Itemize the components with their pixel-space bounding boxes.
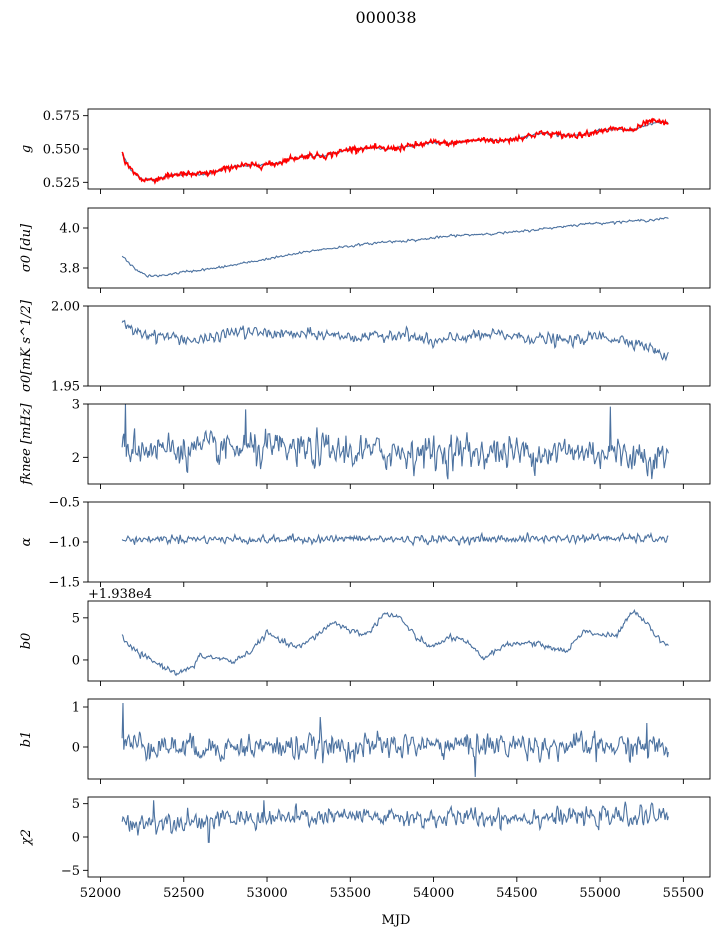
ytick-label-b0-1: 5 [72,611,80,626]
panel-alpha: −1.5 −1.0 −0.5 α [19,496,711,591]
y-axis-label-fknee: fknee [mHz] [19,402,34,485]
series-g-overlay [121,117,669,185]
y-axis-label-b1: b1 [19,731,34,748]
plot-area-fknee [121,404,669,480]
xtick-label-1: 52500 [163,886,204,901]
plot-area-b0 [121,608,669,677]
plot-area-b1 [121,702,669,778]
ytick-label-g-2: 0.575 [43,109,80,124]
panel-fknee: 2 3 fknee [mHz] [19,398,711,489]
ytick-label-sigma0_mK-0: 1.95 [51,380,80,395]
axes-frame-sigma0_du [87,207,711,289]
x-axis-label: MJD [382,913,411,928]
ytick-label-fknee-1: 3 [72,398,80,413]
xtick-label-6: 55000 [579,886,620,901]
ytick-label-alpha-0: −1.5 [48,576,80,591]
axes-frame-b1 [87,698,711,780]
xtick-label-4: 54000 [413,886,454,901]
ytick-label-b1-0: 0 [72,741,80,756]
panel-chi2: −5 0 5 52000 52500 53000 53500 54000 54500 55000 5… [19,796,711,901]
ytick-label-b1-1: 1 [72,701,80,716]
axes-frame-alpha [87,501,711,583]
offset-label-b0: +1.938e4 [88,587,152,602]
panel-sigma0_mK: 1.95 2.00 σ0[mK s^1/2] [19,299,711,395]
ytick-label-chi2-2: 5 [72,797,80,812]
series-sigma0_du-line [121,217,669,278]
xtick-label-5: 54500 [496,886,537,901]
panel-sigma0_du: 3.8 4.0 σ0 [du] [19,207,711,293]
ytick-label-sigma0_mK-1: 2.00 [51,300,80,315]
y-axis-label-g: g [19,145,34,153]
y-axis-label-sigma0_mK: σ0[mK s^1/2] [19,299,34,392]
panels: 0.525 0.550 0.575 g 3.8 4.0 σ0 [du] 1.95 2.00 σ0[… [19,108,711,901]
series-chi2-line [121,800,669,843]
ytick-label-g-1: 0.550 [43,143,80,158]
xtick-label-3: 53500 [330,886,371,901]
axes-frame-b0 [87,600,711,682]
panel-b0: 0 5 +1.938e4 b0 [19,587,711,686]
series-alpha-line [121,531,669,547]
plot-area-alpha [121,531,669,547]
figure-title: 000038 [355,8,416,27]
ytick-label-chi2-1: 0 [72,831,80,846]
panel-g: 0.525 0.550 0.575 g [19,108,711,194]
y-axis-label-chi2: χ2 [19,829,34,846]
plot-area-sigma0_du [121,217,669,278]
axes-frame-fknee [87,403,711,485]
ytick-label-sigma0_du-0: 3.8 [59,262,80,277]
y-axis-label-b0: b0 [19,633,34,650]
series-fknee-line [121,404,669,480]
plot-area-sigma0_mK [121,319,669,362]
ytick-label-sigma0_du-1: 4.0 [59,222,80,237]
ytick-label-b0-0: 0 [72,653,80,668]
series-b0-line [121,608,669,677]
series-b1-line [121,702,669,778]
y-axis-label-alpha: α [19,537,34,546]
panel-b1: 0 1 b1 [19,698,711,784]
ytick-label-g-0: 0.525 [43,176,80,191]
xtick-label-0: 52000 [80,886,121,901]
ytick-label-alpha-1: −1.0 [48,536,80,551]
plot-area-chi2 [121,800,669,843]
axes-frame-sigma0_mK [87,305,711,387]
ytick-label-chi2-0: −5 [61,864,80,879]
series-sigma0_mK-line [121,319,669,362]
y-axis-label-sigma0_du: σ0 [du] [19,223,34,272]
ytick-label-alpha-2: −0.5 [48,496,80,511]
xtick-label-7: 55500 [663,886,704,901]
plot-area-g [121,117,669,185]
ytick-label-fknee-0: 2 [72,451,80,466]
xtick-label-2: 53000 [246,886,287,901]
